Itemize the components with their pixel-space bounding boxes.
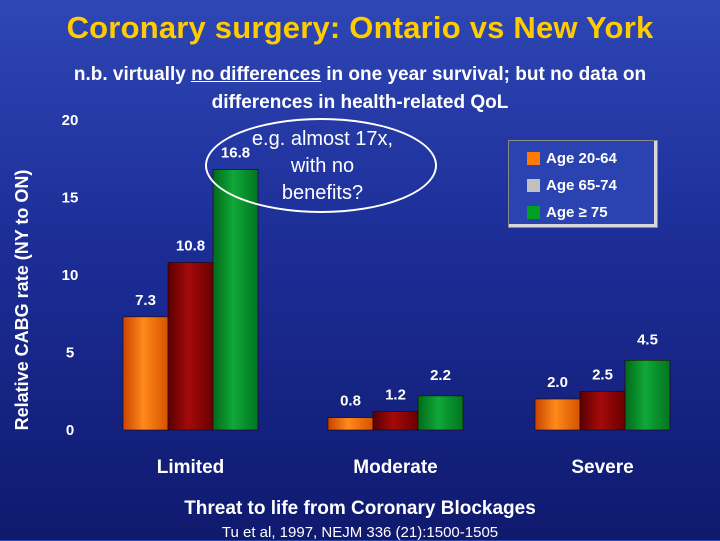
subtitle-part-underlined: no differences — [191, 64, 321, 85]
subtitle-part-2: in one year survival; but no data on dif… — [211, 64, 647, 113]
data-label-age-65-74-limited: 10.8 — [176, 238, 205, 255]
y-tick-label-10: 10 — [62, 267, 79, 284]
y-axis-label: Relative CABG rate (NY to ON) — [12, 170, 32, 431]
data-label-age-75-plus-severe: 4.5 — [637, 331, 658, 348]
data-label-age-20-64-moderate: 0.8 — [340, 393, 361, 410]
bar-age-65-74-severe — [579, 390, 626, 431]
callout-ellipse — [205, 118, 437, 213]
data-label-age-75-plus-moderate: 2.2 — [430, 367, 451, 384]
legend-item-age-20-64: Age 20-64 — [527, 148, 617, 168]
legend-item-age-65-74: Age 65-74 — [527, 175, 617, 195]
legend-swatch-age-75-plus — [527, 205, 540, 219]
bar-age-20-64-limited — [122, 316, 169, 431]
bar-age-75-plus-limited — [212, 169, 259, 431]
x-axis-title: Threat to life from Coronary Blockages — [184, 498, 536, 519]
data-label-age-20-64-severe: 2.0 — [547, 374, 568, 391]
bar-age-65-74-moderate — [372, 411, 419, 431]
y-tick-label-20: 20 — [62, 112, 79, 129]
bar-age-20-64-moderate — [327, 417, 374, 431]
legend-panel: Age 20-64 Age 65-74 Age ≥ 75 — [509, 141, 654, 224]
subtitle: n.b. virtually no differences in one yea… — [40, 61, 680, 117]
legend-label-age-75-plus: Age ≥ 75 — [546, 203, 608, 221]
y-tick-label-15: 15 — [62, 190, 79, 207]
subtitle-part-1: n.b. virtually — [73, 64, 192, 85]
bar-age-65-74-limited — [167, 262, 214, 431]
legend-label-age-65-74: Age 65-74 — [546, 176, 617, 194]
legend-swatch-age-65-74 — [527, 178, 540, 192]
legend-item-age-75-plus: Age ≥ 75 — [527, 202, 608, 222]
y-tick-label-5: 5 — [66, 345, 74, 362]
bar-age-75-plus-moderate — [417, 395, 464, 431]
slide-title: Coronary surgery: Ontario vs New York — [66, 10, 654, 45]
chart-legend: Age 20-64 Age 65-74 Age ≥ 75 — [508, 140, 658, 228]
category-label-limited: Limited — [157, 457, 225, 478]
data-label-age-65-74-moderate: 1.2 — [385, 386, 406, 403]
bar-age-20-64-severe — [534, 398, 581, 431]
data-label-age-20-64-limited: 7.3 — [135, 292, 156, 309]
bar-age-75-plus-severe — [624, 359, 671, 431]
data-label-age-65-74-severe: 2.5 — [592, 366, 613, 383]
citation: Tu et al, 1997, NEJM 336 (21):1500-1505 — [221, 524, 499, 541]
category-label-moderate: Moderate — [353, 457, 437, 478]
category-label-severe: Severe — [571, 457, 633, 478]
legend-label-age-20-64: Age 20-64 — [546, 149, 617, 167]
y-tick-label-0: 0 — [66, 422, 74, 439]
callout-text: e.g. almost 17x, with no benefits? — [251, 128, 394, 204]
legend-swatch-age-20-64 — [527, 151, 540, 165]
